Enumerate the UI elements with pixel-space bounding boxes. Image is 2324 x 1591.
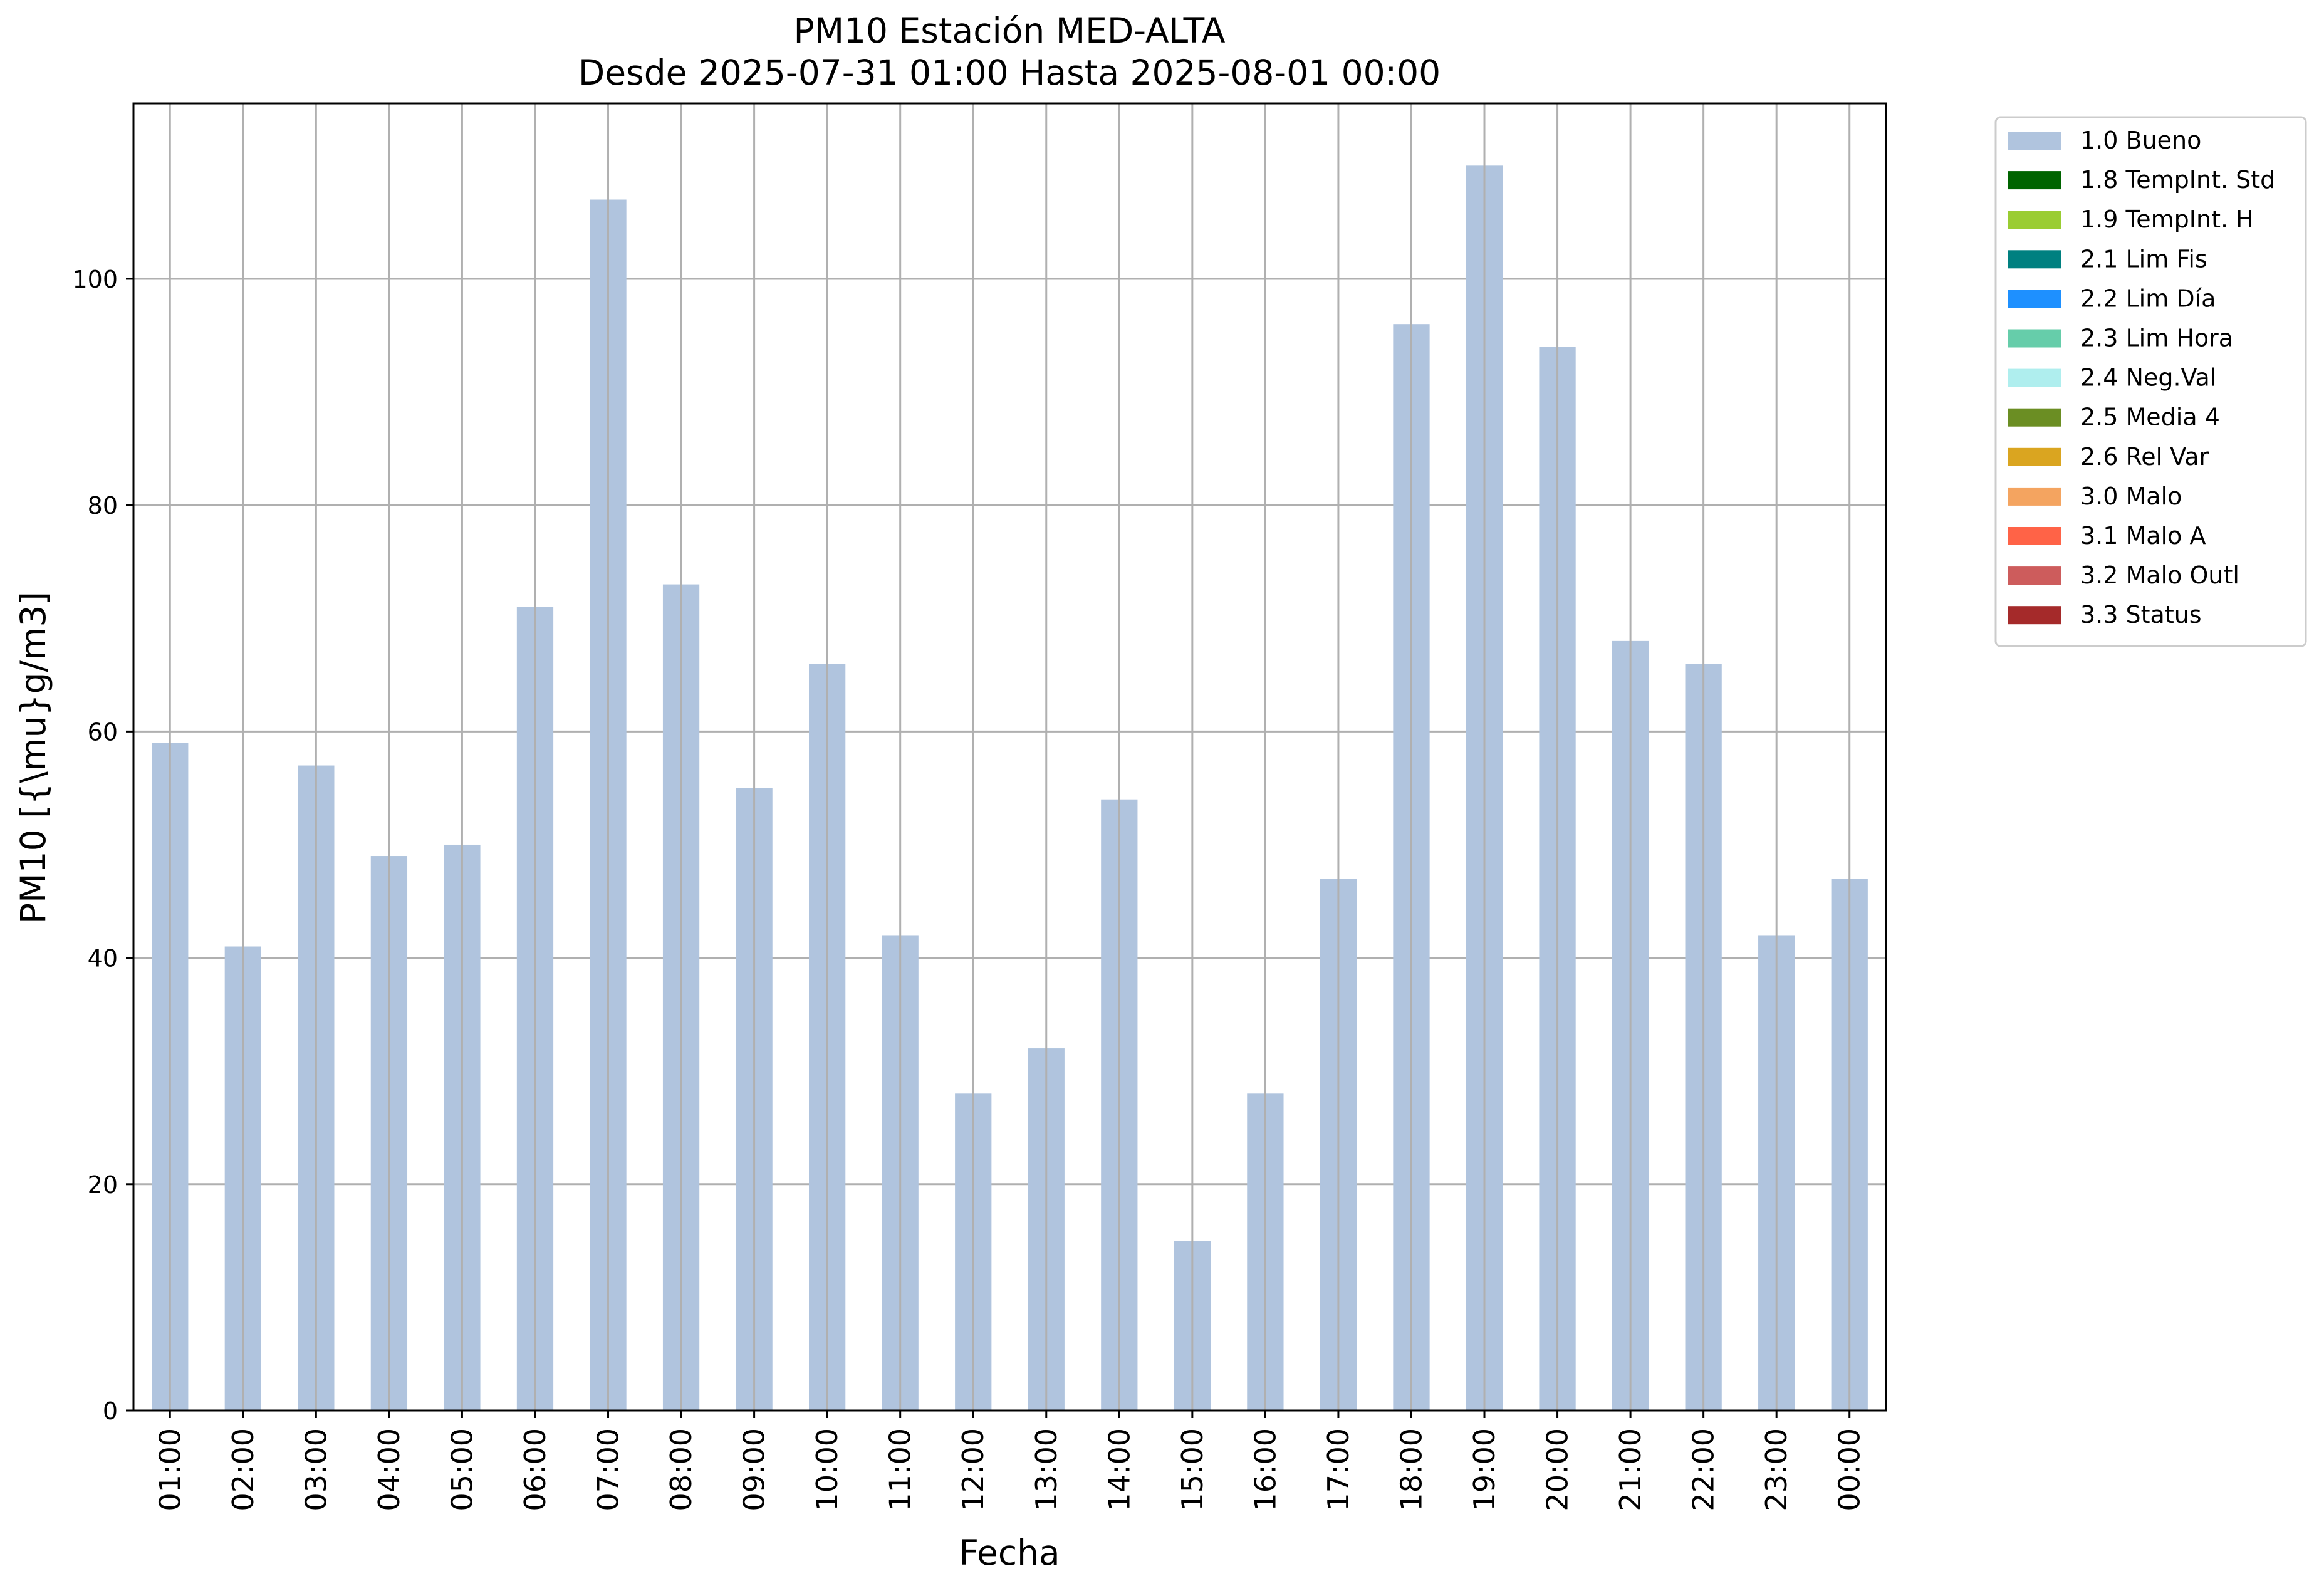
x-tick-label: 10:00 xyxy=(810,1428,844,1511)
x-tick-label: 18:00 xyxy=(1394,1428,1428,1511)
x-tick-label: 05:00 xyxy=(445,1428,479,1511)
x-tick-label: 11:00 xyxy=(883,1428,917,1511)
legend-swatch xyxy=(2008,368,2061,387)
legend-swatch xyxy=(2008,566,2061,585)
y-tick-label: 60 xyxy=(88,718,118,746)
legend-label: 2.5 Media 4 xyxy=(2080,404,2220,431)
x-tick-label: 08:00 xyxy=(664,1428,698,1511)
x-tick-label: 20:00 xyxy=(1541,1428,1575,1511)
legend: 1.0 Bueno 1.8 TempInt. Std 1.9 TempInt. H 2… xyxy=(1994,116,2307,647)
legend-swatch xyxy=(2008,171,2061,190)
x-tick-label: 23:00 xyxy=(1759,1428,1793,1511)
x-tick-label: 07:00 xyxy=(591,1428,625,1511)
x-tick-label: 02:00 xyxy=(226,1428,260,1511)
legend-label: 3.0 Malo xyxy=(2080,483,2182,510)
legend-label: 2.3 Lim Hora xyxy=(2080,325,2233,352)
legend-label: 3.1 Malo A xyxy=(2080,522,2206,550)
x-tick-label: 21:00 xyxy=(1613,1428,1647,1511)
axes: 0 20 40 60 80 100 01:00 02:00 03:00 04:00 05:00 06:… xyxy=(72,102,1887,1511)
legend-swatch xyxy=(2008,211,2061,229)
legend-swatch xyxy=(2008,290,2061,308)
x-tick-label: 01:00 xyxy=(153,1428,187,1511)
legend-swatch xyxy=(2008,527,2061,545)
y-axis-label: PM10 [{\mu}g/m3] xyxy=(13,592,53,924)
x-tick-label: 00:00 xyxy=(1833,1428,1867,1511)
y-tick-label: 100 xyxy=(72,266,118,293)
legend-box xyxy=(1994,116,2307,647)
x-tick-label: 16:00 xyxy=(1248,1428,1282,1511)
y-tick-label: 0 xyxy=(103,1397,118,1425)
legend-label: 2.2 Lim Día xyxy=(2080,284,2216,312)
legend-label: 2.6 Rel Var xyxy=(2080,443,2209,471)
legend-swatch xyxy=(2008,408,2061,427)
chart-title: PM10 Estación MED-ALTA xyxy=(793,11,1225,51)
x-tick-label: 14:00 xyxy=(1102,1428,1136,1511)
legend-swatch xyxy=(2008,329,2061,348)
x-tick-label: 13:00 xyxy=(1029,1428,1063,1511)
legend-swatch xyxy=(2008,447,2061,466)
y-tick-label: 40 xyxy=(88,945,118,973)
y-tick-label: 80 xyxy=(88,492,118,519)
bars xyxy=(152,103,1868,1411)
x-tick-label: 22:00 xyxy=(1687,1428,1721,1511)
x-tick-label: 06:00 xyxy=(518,1428,552,1511)
x-tick-label: 03:00 xyxy=(299,1428,333,1511)
legend-swatch xyxy=(2008,250,2061,269)
legend-swatch xyxy=(2008,487,2061,506)
y-tick-label: 20 xyxy=(88,1171,118,1199)
plot-frame xyxy=(132,102,1887,1412)
legend-label: 2.4 Neg.Val xyxy=(2080,364,2216,392)
legend-label: 1.9 TempInt. H xyxy=(2080,206,2254,233)
legend-label: 1.8 TempInt. Std xyxy=(2080,166,2275,194)
legend-label: 2.1 Lim Fis xyxy=(2080,245,2207,273)
x-tick-label: 17:00 xyxy=(1321,1428,1355,1511)
legend-swatch xyxy=(2008,132,2061,150)
x-tick-label: 04:00 xyxy=(372,1428,406,1511)
x-axis-label: Fecha xyxy=(959,1533,1060,1573)
legend-label: 3.2 Malo Outl xyxy=(2080,561,2239,589)
x-tick-label: 15:00 xyxy=(1175,1428,1209,1511)
chart-subtitle: Desde 2025-07-31 01:00 Hasta 2025-08-01 … xyxy=(578,53,1441,93)
x-tick-label: 09:00 xyxy=(737,1428,771,1511)
legend-swatch xyxy=(2008,606,2061,625)
x-tick-label: 19:00 xyxy=(1467,1428,1501,1511)
legend-label: 1.0 Bueno xyxy=(2080,127,2201,154)
x-tick-label: 12:00 xyxy=(956,1428,990,1511)
legend-label: 3.3 Status xyxy=(2080,601,2202,629)
